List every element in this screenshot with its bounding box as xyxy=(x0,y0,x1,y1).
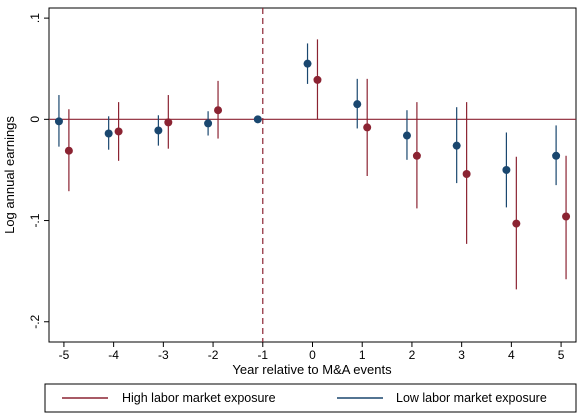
x-tick-label: 4 xyxy=(508,348,515,362)
y-axis-label: Log annual earnings xyxy=(2,116,17,234)
data-point xyxy=(313,75,322,84)
data-point xyxy=(204,119,213,128)
x-axis-label: Year relative to M&A events xyxy=(232,362,392,377)
data-point xyxy=(64,146,73,155)
data-point xyxy=(353,100,362,109)
data-point xyxy=(214,106,223,115)
y-tick-label: .1 xyxy=(28,13,42,23)
data-point xyxy=(552,151,561,160)
data-point xyxy=(54,117,63,126)
legend: High labor market exposure Low labor mark… xyxy=(44,383,577,413)
data-point xyxy=(164,118,173,127)
data-point xyxy=(462,169,471,178)
data-point xyxy=(502,165,511,174)
x-tick-label: 3 xyxy=(458,348,465,362)
x-tick-label: -1 xyxy=(257,348,268,362)
data-point xyxy=(402,131,411,140)
data-point xyxy=(452,141,461,150)
x-tick-label: -4 xyxy=(108,348,119,362)
data-point xyxy=(363,123,372,132)
data-point xyxy=(303,59,312,68)
data-point xyxy=(412,151,421,160)
y-tick-label: 0 xyxy=(28,116,42,123)
data-point xyxy=(562,212,571,221)
legend-label: High labor market exposure xyxy=(122,391,276,405)
x-tick-label: -3 xyxy=(158,348,169,362)
x-tick-label: 5 xyxy=(558,348,565,362)
legend-box xyxy=(44,383,577,413)
x-tick-label: -5 xyxy=(59,348,70,362)
x-tick-label: 0 xyxy=(309,348,316,362)
x-tick-label: -2 xyxy=(208,348,219,362)
y-tick-label: -.1 xyxy=(28,213,42,227)
plot-layer: -5 -4 -3 -2 -1 0 1 2 3 4 5 .1 0 -.1 -.2 xyxy=(28,7,577,362)
x-tick-label: 2 xyxy=(409,348,416,362)
y-tick-label: -.2 xyxy=(28,314,42,328)
legend-label: Low labor market exposure xyxy=(396,391,547,405)
x-tick-label: 1 xyxy=(359,348,366,362)
data-point xyxy=(512,219,521,228)
data-point xyxy=(253,115,262,124)
data-point xyxy=(104,129,113,138)
plot-frame xyxy=(48,7,577,343)
data-point xyxy=(114,127,123,136)
data-point xyxy=(154,126,163,135)
